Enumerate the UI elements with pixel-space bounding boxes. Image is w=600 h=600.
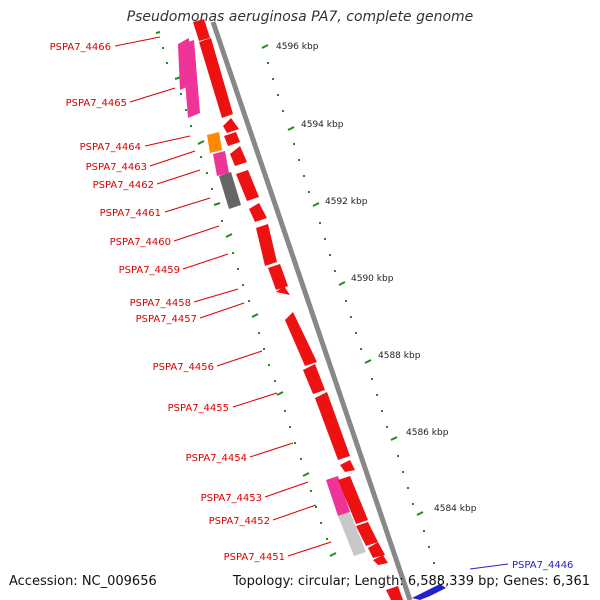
gene-pspa7-4464 — [207, 132, 222, 153]
leader-line — [156, 169, 201, 185]
major-tick — [390, 436, 398, 441]
gene-label: PSPA7_4453 — [201, 493, 262, 504]
gene-pspa7-4463 — [213, 151, 229, 176]
gene-label: PSPA7_4456 — [153, 362, 214, 373]
gene-pspa7-4453 — [326, 476, 350, 516]
gene-labels: PSPA7_4466 PSPA7_4465 PSPA7_4464 PSPA7_4… — [50, 42, 285, 563]
outer-tick-track — [261, 44, 440, 580]
genes-reverse-strand — [178, 38, 366, 556]
gene-pspa7-4458-fwd — [268, 264, 288, 290]
gene-pspa7-4459-fwd — [256, 224, 277, 266]
gene-pspa7-4455-fwd — [303, 364, 325, 394]
inner-tick — [197, 140, 205, 145]
gene-label: PSPA7_4460 — [110, 237, 171, 248]
inner-tick — [302, 472, 310, 477]
scale-label: 4590 kbp — [351, 274, 394, 284]
leader-line — [287, 541, 332, 557]
gene-label: PSPA7_4462 — [93, 180, 154, 191]
leader-line — [144, 135, 191, 147]
leader-line — [232, 392, 278, 408]
gene-label: PSPA7_4461 — [100, 208, 161, 219]
gene-label: PSPA7_4454 — [186, 453, 247, 464]
gene-label-pspa7-4446: PSPA7_4446 — [512, 560, 573, 571]
leader-line — [264, 481, 309, 498]
gene-pspa7-4446 — [412, 584, 446, 600]
genome-backbone — [210, 21, 413, 600]
leader-line — [216, 350, 263, 367]
gene-pspa7-4451 — [338, 512, 366, 556]
inner-tick — [276, 391, 284, 396]
gene-pspa7-4464-fwd — [223, 118, 239, 133]
leader-line — [182, 253, 229, 270]
gene-pspa7-4451-fwd — [368, 542, 385, 558]
scale-label: 4596 kbp — [276, 42, 319, 52]
gene-pspa7-4453-fwd — [338, 476, 368, 524]
gene-label: PSPA7_4457 — [136, 314, 197, 325]
inner-tick — [225, 233, 233, 238]
scale-label: 4588 kbp — [378, 351, 421, 361]
major-tick — [287, 126, 295, 131]
major-tick — [338, 281, 346, 286]
leader-line — [199, 302, 245, 319]
gene-pspa7-4463-fwd — [224, 132, 240, 146]
gene-label: PSPA7_4466 — [50, 42, 111, 53]
gene-label: PSPA7_4452 — [209, 516, 270, 527]
inner-tick — [329, 552, 337, 557]
leader-line — [173, 225, 220, 242]
gene-pspa7-4462-fwd — [230, 146, 247, 166]
gene-pspa7-4467 — [193, 19, 210, 41]
inner-tick — [155, 31, 161, 34]
gene-label: PSPA7_4463 — [86, 162, 147, 173]
scale-label: 4594 kbp — [301, 120, 344, 130]
major-tick — [416, 511, 424, 516]
scale-label: 4584 kbp — [434, 504, 477, 514]
gene-pspa7-4457-fwd — [276, 286, 290, 295]
scale-label: 4586 kbp — [406, 428, 449, 438]
inner-tick — [251, 313, 259, 318]
gene-pspa7-4460-fwd — [249, 203, 267, 222]
leader-line — [164, 197, 211, 213]
scale-label: 4592 kbp — [325, 197, 368, 207]
leader-line — [129, 87, 176, 103]
genome-summary-text: Topology: circular; Length: 6,588,339 bp… — [232, 574, 590, 589]
gene-pspa7-4461-fwd — [236, 170, 259, 201]
inner-tick-track — [155, 31, 337, 557]
gene-pspa7-4454b-fwd — [340, 460, 355, 472]
leader-line-blue — [469, 563, 509, 570]
major-tick — [364, 359, 372, 364]
gene-pspa7-4449-fwd — [386, 586, 403, 600]
gene-label: PSPA7_4455 — [168, 403, 229, 414]
leader-line — [272, 504, 317, 521]
major-tick — [261, 44, 269, 49]
gene-label: PSPA7_4459 — [119, 265, 180, 276]
gene-pspa7-4456-fwd — [285, 312, 317, 366]
gene-pspa7-4465 — [182, 40, 200, 118]
gene-pspa7-4454-fwd — [315, 392, 350, 460]
leader-line — [249, 442, 294, 458]
gene-pspa7-4450-fwd — [373, 555, 388, 565]
gene-pspa7-4462 — [219, 172, 241, 209]
accession-text: Accession: NC_009656 — [9, 574, 157, 589]
scale-labels: 4596 kbp 4594 kbp 4592 kbp 4590 kbp 4588… — [276, 42, 477, 514]
inner-tick — [213, 202, 221, 206]
genome-title: Pseudomonas aeruginosa PA7, complete gen… — [126, 9, 474, 25]
gene-pspa7-4466-fwd — [199, 38, 233, 118]
gene-pspa7-4452-fwd — [356, 522, 378, 546]
gene-label: PSPA7_4464 — [80, 142, 141, 153]
leader-line — [149, 150, 196, 167]
label-leader-lines — [114, 36, 332, 557]
genes-forward-strand — [193, 19, 403, 600]
leader-line — [114, 36, 161, 47]
leader-line — [193, 288, 239, 303]
gene-label: PSPA7_4458 — [130, 298, 191, 309]
major-tick — [312, 202, 320, 207]
gene-label: PSPA7_4451 — [224, 552, 285, 563]
gene-label: PSPA7_4465 — [66, 98, 127, 109]
